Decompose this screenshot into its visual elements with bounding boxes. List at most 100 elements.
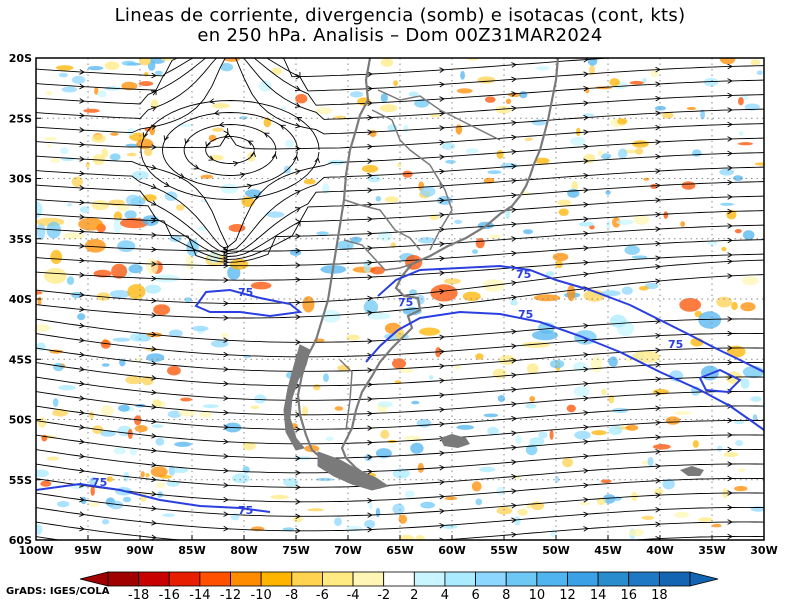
divergence-patch	[734, 229, 742, 234]
longitude-label: 40W	[646, 544, 673, 557]
streamline-arrow	[247, 140, 254, 146]
divergence-patch	[36, 222, 46, 241]
divergence-patch	[315, 477, 334, 481]
streamline-arrow	[151, 375, 157, 381]
streamline-arrow	[367, 230, 373, 237]
divergence-patch	[242, 466, 250, 474]
divergence-patch	[475, 498, 483, 506]
divergence-patch	[334, 406, 344, 411]
streamline-arrow	[367, 381, 373, 388]
divergence-patch	[368, 175, 381, 183]
streamline	[36, 58, 617, 78]
streamline-arrow	[163, 135, 169, 142]
streamline-arrow	[223, 380, 229, 387]
divergence-patch	[635, 147, 644, 155]
streamline-arrow	[583, 158, 589, 164]
streamline-arrow	[151, 232, 157, 238]
streamline-arrow	[727, 237, 733, 244]
latitude-label: 45S	[9, 353, 32, 366]
divergence-patch	[415, 534, 425, 540]
streamline-arrow	[655, 95, 661, 102]
divergence-patch	[94, 87, 99, 95]
divergence-patch	[174, 441, 192, 447]
streamline-arrow	[368, 556, 373, 561]
streamline	[36, 58, 764, 92]
tierra-del-fuego	[317, 451, 390, 491]
streamline	[36, 195, 764, 260]
divergence-patch	[380, 58, 394, 67]
divergence-patch	[455, 124, 463, 135]
streamline-arrow	[583, 352, 589, 358]
streamline-arrow	[184, 138, 190, 145]
streamline-arrow	[655, 255, 661, 261]
streamline-arrow	[295, 426, 301, 433]
divergence-patch	[313, 384, 321, 391]
streamline-arrow	[727, 519, 733, 525]
divergence-patch	[420, 186, 436, 197]
streamline	[36, 166, 764, 254]
divergence-patch	[726, 209, 737, 220]
longitude-label: 60W	[438, 544, 465, 557]
latitude-label: 50S	[9, 414, 32, 427]
streamline-arrow	[367, 526, 373, 533]
divergence-patch	[87, 66, 104, 71]
anticyclone-streamline	[205, 136, 255, 164]
divergence-patch	[79, 206, 90, 214]
divergence-patch	[608, 356, 618, 368]
streamline-arrow	[367, 425, 373, 431]
streamline-arrow	[439, 479, 445, 485]
divergence-patch	[621, 286, 633, 295]
divergence-patch	[92, 154, 105, 165]
streamline-arrow	[223, 496, 229, 503]
streamline-arrow	[727, 107, 733, 113]
streamline-arrow	[727, 345, 733, 351]
streamline-arrow	[223, 409, 229, 416]
streamline-arrow	[727, 252, 733, 258]
divergence-patch	[169, 235, 182, 243]
streamline-arrow	[79, 525, 85, 532]
streamline-arrow	[727, 78, 733, 84]
streamline-arrow	[79, 199, 85, 206]
divergence-patch	[143, 148, 153, 157]
streamline-arrow	[583, 410, 589, 416]
streamline-arrow	[224, 41, 229, 46]
streamline-arrow	[511, 149, 517, 155]
streamline-arrow	[367, 100, 373, 106]
divergence-patch	[349, 91, 364, 98]
streamline	[36, 181, 764, 257]
divergence-patch	[138, 81, 154, 87]
divergence-patch	[601, 290, 621, 297]
divergence-patch	[392, 503, 405, 515]
isotach-label: 75	[238, 504, 253, 517]
divergence-patch	[497, 395, 506, 402]
streamline-arrow	[511, 502, 517, 509]
streamline-arrow	[655, 211, 661, 218]
divergence-patch	[212, 127, 224, 132]
streamline-arrow	[213, 110, 220, 116]
divergence-patch	[419, 327, 440, 336]
streamline-arrow	[583, 201, 589, 208]
streamline-arrow	[150, 106, 157, 112]
latitude-label: 35S	[9, 233, 32, 246]
divergence-patch	[120, 217, 149, 229]
divergence-patch	[612, 217, 621, 228]
colorbar-label: -4	[347, 588, 360, 600]
streamline-arrow	[655, 332, 661, 339]
longitude-label: 75W	[282, 544, 309, 557]
divergence-patch	[475, 353, 484, 360]
streamline-arrow	[79, 306, 85, 313]
divergence-patch	[378, 401, 393, 408]
streamline-arrow	[439, 270, 445, 276]
streamline	[36, 419, 764, 445]
divergence-patch	[720, 202, 734, 206]
streamline-arrow	[511, 561, 516, 566]
streamline-arrow	[727, 417, 733, 424]
streamline-arrow	[367, 367, 373, 373]
latitude-label: 40S	[9, 293, 32, 306]
divergence-patch	[106, 476, 114, 483]
divergence-patch	[428, 375, 434, 380]
colorbar-label: -16	[159, 588, 180, 600]
streamline-arrow	[727, 446, 733, 453]
divergence-patch	[50, 158, 61, 163]
streamline-arrow	[583, 468, 589, 474]
